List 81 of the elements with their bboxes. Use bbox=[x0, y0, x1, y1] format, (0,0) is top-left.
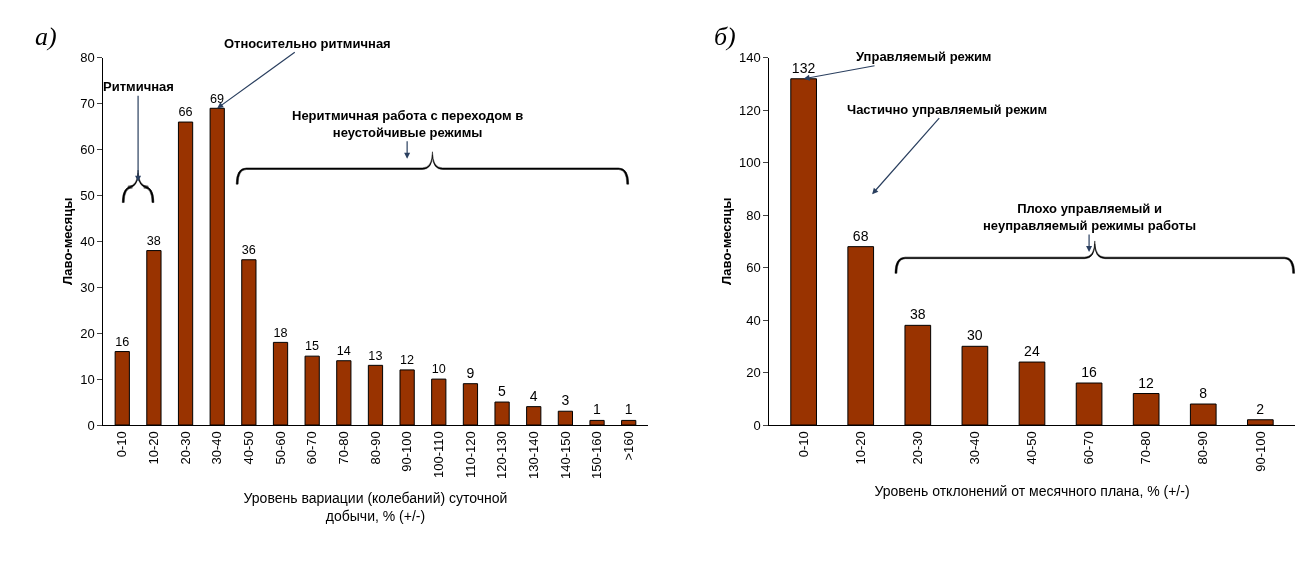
y-tick-label: 0 bbox=[87, 417, 95, 433]
data-label: 3 bbox=[561, 392, 570, 409]
y-tick-label: 40 bbox=[80, 233, 95, 249]
data-label: 16 bbox=[1081, 364, 1097, 381]
x-tick-label: 20-30 bbox=[910, 431, 926, 465]
data-label: 12 bbox=[1138, 374, 1155, 391]
data-label: 1 bbox=[624, 401, 633, 418]
data-label: 68 bbox=[852, 227, 869, 244]
x-tick-label: 30-40 bbox=[967, 431, 983, 465]
x-tick-label: >160 bbox=[620, 431, 636, 461]
y-tick-label: 0 bbox=[753, 417, 761, 433]
data-label: 13 bbox=[368, 348, 383, 363]
annotation: Частично управляемый режим bbox=[847, 102, 1048, 117]
x-tick-label: 90-100 bbox=[1252, 431, 1268, 472]
x-axis-title: Уровень вариации (колебаний) суточной добычи, % (+/-) bbox=[243, 490, 508, 525]
x-tick-label: 80-90 bbox=[367, 431, 383, 465]
x-tick-label: 100-110 bbox=[431, 431, 447, 478]
x-tick-label: 120-130 bbox=[494, 431, 510, 479]
x-tick-label: 30-40 bbox=[209, 431, 225, 465]
y-tick-label: 120 bbox=[739, 102, 761, 118]
data-label: 9 bbox=[466, 364, 475, 381]
annotation: Относительно ритмичная bbox=[224, 36, 391, 51]
y-tick-label: 20 bbox=[746, 365, 761, 381]
data-label: 24 bbox=[1024, 343, 1040, 360]
x-tick-label: 80-90 bbox=[1195, 431, 1211, 465]
data-label: 12 bbox=[400, 353, 415, 368]
x-tick-label: 130-140 bbox=[525, 431, 541, 479]
x-tick-label: 110-120 bbox=[462, 431, 478, 478]
x-tick-label: 20-30 bbox=[177, 431, 193, 465]
x-tick-label: 60-70 bbox=[304, 431, 320, 465]
y-tick-label: 60 bbox=[746, 260, 761, 276]
x-tick-label: 40-50 bbox=[241, 431, 257, 465]
data-label: 38 bbox=[909, 306, 926, 323]
y-tick-label: 100 bbox=[739, 155, 761, 171]
data-label: 30 bbox=[967, 327, 983, 344]
y-tick-label: 40 bbox=[746, 312, 761, 328]
data-label: 5 bbox=[498, 383, 507, 400]
chart-title: б) bbox=[714, 22, 736, 51]
y-tick-label: 20 bbox=[80, 325, 95, 341]
x-axis-title: Уровень отклонений от месячного плана, % (+/-) bbox=[874, 482, 1190, 499]
y-tick-label: 140 bbox=[739, 50, 761, 66]
x-tick-label: 0-10 bbox=[114, 431, 130, 458]
annotation: Ритмичная bbox=[103, 79, 174, 94]
data-label: 14 bbox=[336, 344, 351, 359]
data-label: 16 bbox=[115, 334, 130, 349]
data-label: 1 bbox=[593, 401, 602, 418]
y-axis-title: Лаво-месяцы bbox=[719, 197, 735, 286]
y-tick-label: 80 bbox=[746, 207, 761, 223]
x-tick-label: 10-20 bbox=[146, 431, 162, 465]
data-label: 8 bbox=[1199, 385, 1208, 402]
y-tick-label: 80 bbox=[80, 50, 95, 66]
data-label: 2 bbox=[1256, 400, 1265, 417]
data-label: 4 bbox=[529, 387, 538, 404]
y-tick-label: 60 bbox=[80, 142, 95, 158]
y-tick-label: 50 bbox=[80, 188, 95, 204]
y-tick-label: 30 bbox=[80, 279, 95, 295]
x-tick-label: 70-80 bbox=[1138, 431, 1154, 465]
x-tick-label: 90-100 bbox=[399, 431, 415, 472]
data-label: 38 bbox=[146, 233, 161, 248]
data-label: 132 bbox=[791, 59, 816, 76]
data-label: 18 bbox=[273, 325, 288, 340]
y-axis-title: Лаво-месяцы bbox=[60, 197, 76, 286]
y-tick-label: 70 bbox=[80, 96, 95, 112]
y-tick-label: 10 bbox=[80, 371, 95, 387]
annotation: Неритмичная работа с переходом в неустойчивые режимы bbox=[292, 108, 524, 140]
annotation: Управляемый режим bbox=[856, 49, 992, 64]
x-tick-label: 50-60 bbox=[272, 431, 288, 465]
x-tick-label: 70-80 bbox=[336, 431, 352, 465]
data-label: 15 bbox=[305, 339, 320, 354]
x-tick-label: 140-150 bbox=[557, 431, 573, 479]
data-label: 69 bbox=[210, 91, 225, 106]
data-label: 66 bbox=[178, 105, 193, 120]
annotation: Плохо управляемый и неуправляемый режимы работы bbox=[983, 201, 1197, 233]
x-tick-label: 150-160 bbox=[589, 431, 605, 479]
x-tick-label: 0-10 bbox=[795, 431, 811, 458]
data-label: 36 bbox=[241, 243, 256, 258]
x-tick-label: 60-70 bbox=[1081, 431, 1097, 465]
x-tick-label: 40-50 bbox=[1024, 431, 1040, 465]
chart-title: а) bbox=[35, 22, 57, 51]
data-label: 10 bbox=[431, 362, 446, 377]
x-tick-label: 10-20 bbox=[852, 431, 868, 465]
